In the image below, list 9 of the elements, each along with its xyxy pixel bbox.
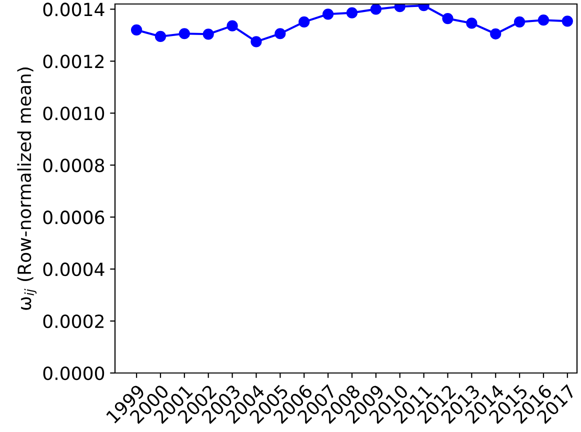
y-tick-label: 0.0010 (43, 106, 104, 120)
y-tick-label: 0.0004 (43, 262, 104, 276)
y-axis-title: ω$_{ij}$ (Row-normalized mean) (17, 68, 37, 310)
y-tick-label: 0.0002 (43, 314, 104, 328)
y-tick-label: 0.0012 (43, 54, 104, 68)
y-tick-label: 0.0014 (43, 2, 104, 16)
y-tick-label: 0.0008 (43, 158, 104, 172)
y-tick-label: 0.0006 (43, 210, 104, 224)
y-tick-label: 0.0000 (43, 366, 104, 380)
